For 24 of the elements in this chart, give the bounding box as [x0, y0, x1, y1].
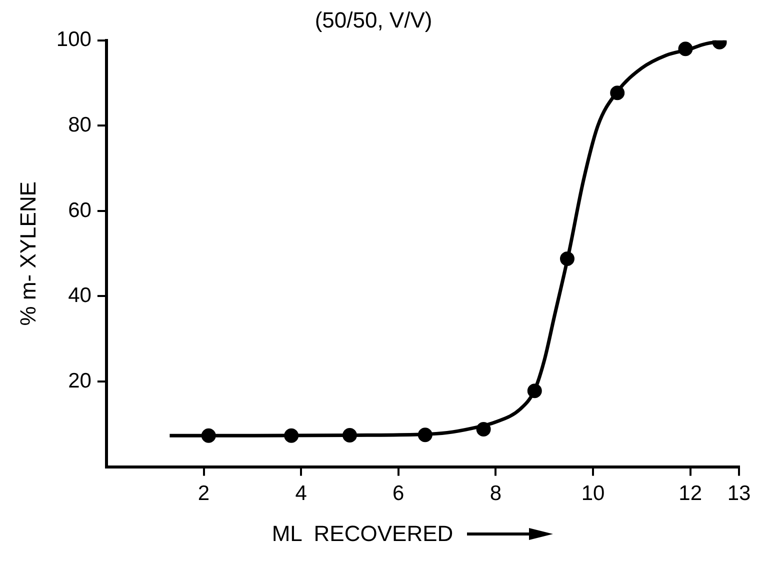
- y-axis-title: % m- XYLENE: [15, 181, 40, 326]
- point: [342, 428, 357, 442]
- x-tick-label: 10: [581, 482, 605, 506]
- x-tick-label: 4: [295, 482, 308, 506]
- y-tick-label: 40: [68, 284, 92, 308]
- y-tick-label: 20: [68, 369, 92, 392]
- point: [284, 428, 299, 443]
- point: [560, 251, 574, 266]
- y-tick-label: 100: [56, 28, 92, 52]
- point: [476, 422, 491, 437]
- chart-title: (50/50, V/V): [314, 7, 432, 32]
- y-tick-label: 60: [68, 198, 92, 222]
- x-tick-label: 2: [198, 482, 210, 506]
- point: [610, 86, 625, 100]
- x-tick-label: 12: [678, 482, 702, 506]
- point: [527, 384, 542, 398]
- x-tick-label: 6: [392, 482, 404, 506]
- x-tick-label: 8: [490, 482, 502, 506]
- point: [201, 428, 216, 443]
- point: [678, 42, 693, 56]
- x-axis-title: ML RECOVERED: [272, 521, 454, 547]
- y-tick-label: 80: [68, 113, 92, 136]
- x-tick-label: 13: [727, 482, 751, 506]
- point: [418, 428, 432, 442]
